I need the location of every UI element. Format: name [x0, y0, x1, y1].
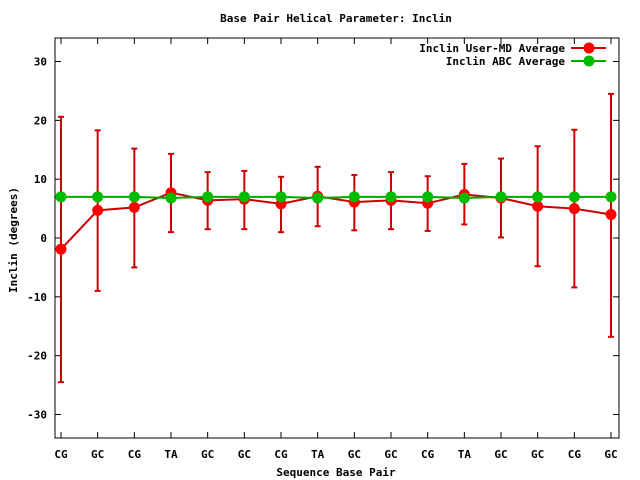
series-abc [55, 191, 617, 204]
x-tick-label: GC [531, 448, 544, 461]
legend-label-abc: Inclin ABC Average [446, 55, 566, 68]
data-point-user-md [568, 203, 580, 215]
legend: Inclin User-MD Average Inclin ABC Averag… [419, 42, 606, 68]
x-tick-label: GC [604, 448, 617, 461]
x-axis: CG GC CG TA GC GC CG TA GC GC CG TA GC GC CG GC [54, 38, 618, 461]
data-point-abc [458, 192, 470, 204]
data-point-abc [55, 191, 67, 203]
data-point-abc [92, 191, 104, 203]
x-tick-label: TA [311, 448, 325, 461]
x-tick-label: TA [164, 448, 178, 461]
y-tick-label: 0 [40, 232, 47, 245]
data-point-user-md [128, 201, 140, 213]
chart-title: Base Pair Helical Parameter: Inclin [220, 12, 452, 25]
data-point-user-md [92, 204, 104, 216]
data-point-abc [422, 191, 434, 203]
data-point-abc [128, 191, 140, 203]
y-tick-label: 30 [34, 56, 47, 69]
x-tick-label: GC [91, 448, 104, 461]
data-point-abc [202, 191, 214, 203]
legend-label-user-md: Inclin User-MD Average [419, 42, 565, 55]
y-axis-label: Inclin (degrees) [7, 187, 20, 293]
data-point-user-md [532, 200, 544, 212]
data-point-abc [165, 192, 177, 204]
x-tick-label: TA [458, 448, 472, 461]
legend-marker-user-md [583, 42, 595, 54]
data-point-abc [312, 192, 324, 204]
x-tick-label: CG [128, 448, 142, 461]
data-point-abc [385, 191, 397, 203]
data-point-user-md [605, 208, 617, 220]
y-tick-label: -10 [27, 291, 47, 304]
series-user-md [55, 92, 617, 384]
x-tick-label: GC [238, 448, 251, 461]
x-tick-label: GC [494, 448, 507, 461]
x-tick-label: CG [274, 448, 288, 461]
series-line-user-md [60, 191, 612, 250]
data-point-abc [495, 191, 507, 203]
x-tick-label: CG [421, 448, 435, 461]
data-point-user-md [55, 243, 67, 255]
y-axis: -30 -20 -10 0 10 20 30 [27, 56, 619, 421]
x-tick-label: GC [384, 448, 397, 461]
y-tick-label: 20 [34, 114, 47, 127]
data-point-abc [275, 191, 287, 203]
y-tick-label: 10 [34, 173, 47, 186]
x-tick-label: GC [201, 448, 214, 461]
x-axis-label: Sequence Base Pair [276, 466, 396, 479]
y-tick-label: -20 [27, 350, 47, 363]
x-tick-label: CG [568, 448, 582, 461]
y-tick-label: -30 [27, 408, 47, 421]
data-point-abc [532, 191, 544, 203]
data-point-abc [568, 191, 580, 203]
data-point-abc [348, 191, 360, 203]
legend-marker-abc [583, 55, 595, 67]
data-point-abc [605, 191, 617, 203]
series-line-abc [61, 195, 611, 200]
x-tick-label: CG [54, 448, 68, 461]
data-point-abc [238, 191, 250, 203]
x-tick-label: GC [348, 448, 361, 461]
plot-frame [54, 37, 620, 439]
